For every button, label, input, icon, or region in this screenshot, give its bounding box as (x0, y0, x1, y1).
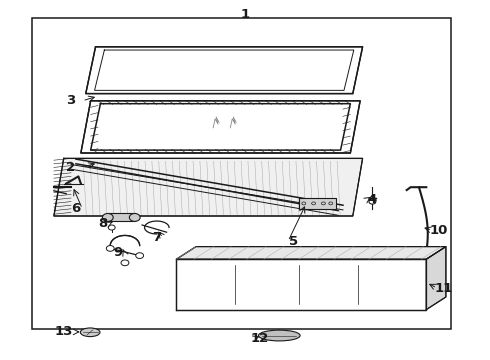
Text: 12: 12 (250, 332, 269, 345)
Circle shape (106, 246, 114, 251)
Text: 2: 2 (67, 161, 75, 174)
Text: 1: 1 (241, 8, 249, 21)
Text: 4: 4 (368, 193, 377, 206)
Text: 3: 3 (67, 94, 75, 107)
Circle shape (129, 213, 140, 221)
Circle shape (102, 213, 113, 221)
Text: 11: 11 (434, 282, 453, 294)
Text: 6: 6 (72, 202, 80, 215)
Text: 8: 8 (98, 217, 107, 230)
Polygon shape (426, 247, 446, 310)
Bar (299, 198, 336, 209)
Polygon shape (176, 259, 426, 310)
Polygon shape (176, 247, 446, 259)
Polygon shape (81, 101, 360, 153)
Bar (108, 213, 135, 221)
Text: 5: 5 (290, 235, 298, 248)
Text: 9: 9 (113, 246, 122, 258)
Polygon shape (86, 47, 363, 94)
Ellipse shape (80, 328, 100, 337)
Ellipse shape (259, 330, 300, 341)
Polygon shape (54, 158, 363, 216)
Text: 13: 13 (54, 325, 73, 338)
Bar (32, 18, 451, 329)
Circle shape (136, 253, 144, 258)
Text: 10: 10 (429, 224, 448, 237)
Circle shape (121, 260, 129, 266)
Text: 7: 7 (152, 231, 161, 244)
